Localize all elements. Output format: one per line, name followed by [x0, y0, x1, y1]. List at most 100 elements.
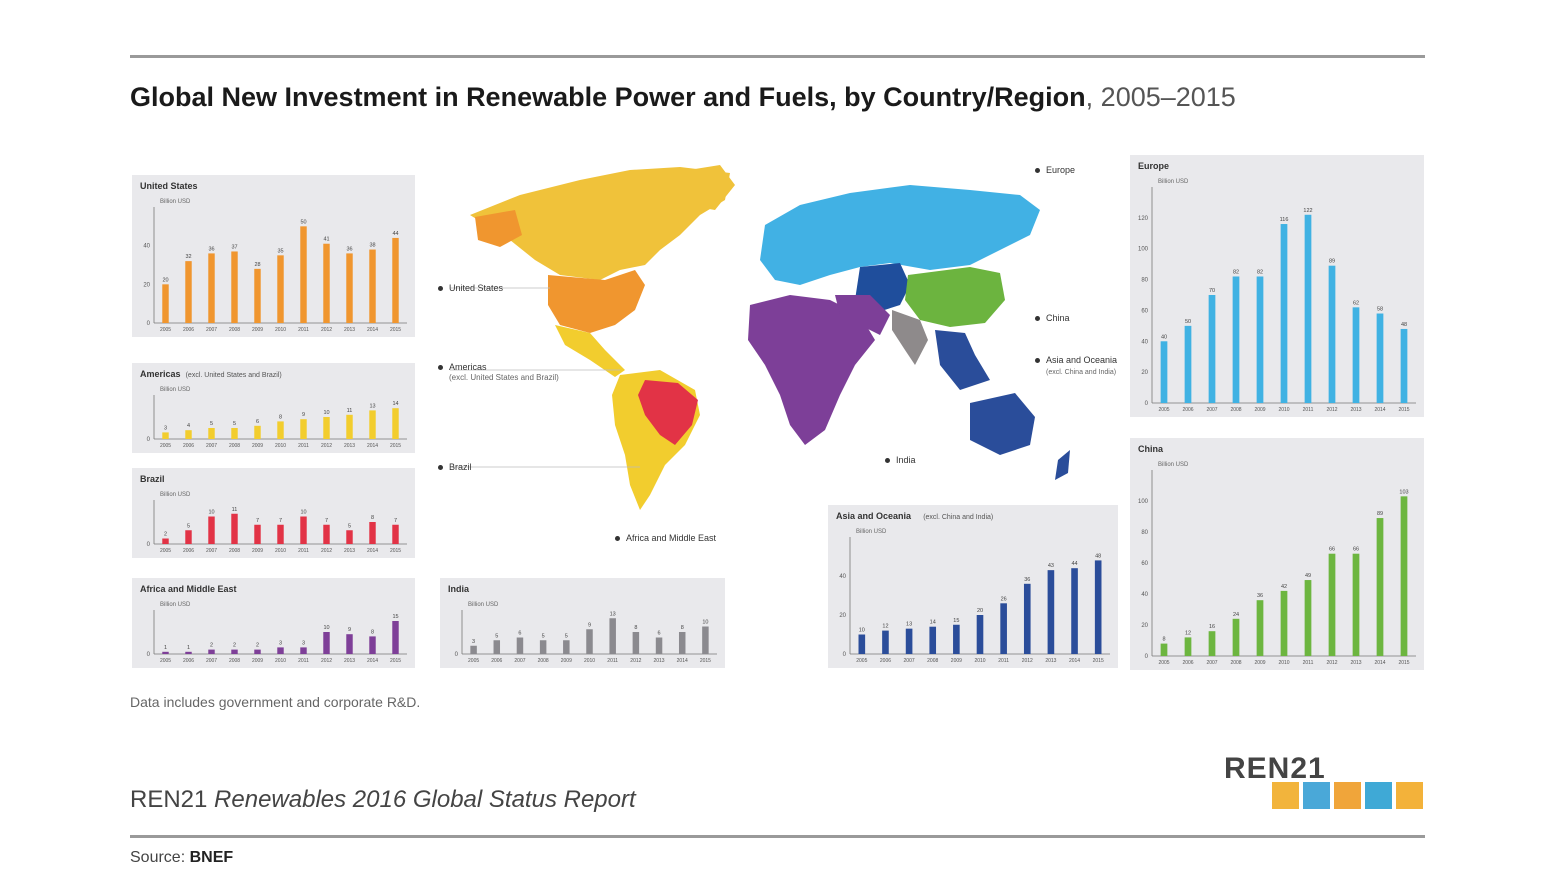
bar-2009 [1256, 276, 1264, 403]
x-tick-label: 2007 [206, 548, 217, 554]
x-tick-label: 2006 [491, 658, 502, 664]
data-label: 11 [232, 507, 238, 513]
bar-2008 [231, 513, 238, 544]
x-tick-label: 2009 [561, 658, 572, 664]
bar-2008 [231, 251, 238, 323]
data-label: 48 [1401, 322, 1407, 328]
data-label: 36 [346, 246, 352, 252]
data-label: 5 [542, 633, 545, 639]
map-label-europe-text: Europe [1046, 165, 1076, 175]
data-label: 32 [185, 254, 191, 260]
bar-2012 [1328, 553, 1336, 656]
x-tick-label: 2010 [1278, 407, 1289, 413]
data-label: 12 [882, 624, 888, 630]
bar-2007 [208, 649, 215, 654]
bar-2014 [678, 632, 686, 654]
bar-2007 [1208, 295, 1216, 403]
bar-2010 [277, 647, 284, 654]
data-label: 5 [210, 421, 213, 427]
bar-2015 [702, 626, 709, 654]
data-label: 10 [300, 510, 306, 516]
data-label: 58 [1377, 307, 1383, 313]
x-tick-label: 2009 [252, 327, 263, 333]
ren21-logo: REN21 [1224, 752, 1424, 814]
x-tick-label: 2011 [298, 658, 309, 664]
bar-2005 [162, 651, 169, 654]
map-china [905, 267, 1005, 327]
data-label: 50 [1185, 319, 1191, 325]
x-tick-label: 2007 [206, 327, 217, 333]
map-new-zealand [1055, 450, 1070, 480]
x-tick-label: 2015 [700, 658, 711, 664]
data-label: 36 [1024, 577, 1030, 583]
data-label: 3 [302, 640, 305, 646]
map-australia [970, 393, 1035, 455]
page-title: Global New Investment in Renewable Power… [130, 82, 1236, 113]
map-brazil [638, 380, 698, 445]
data-label: 5 [348, 523, 351, 529]
x-tick-label: 2010 [275, 443, 286, 449]
data-label: 10 [323, 625, 329, 631]
bar-2012 [323, 632, 330, 654]
bar-2007 [208, 516, 215, 544]
x-tick-label: 2011 [298, 443, 309, 449]
y-tick-label: 0 [1145, 401, 1149, 407]
x-tick-label: 2012 [321, 548, 332, 554]
data-label: 24 [1233, 612, 1239, 618]
y-tick-label: 0 [455, 652, 459, 658]
chart-panel-americas: Americas (excl. United States and Brazil)… [132, 363, 415, 453]
x-tick-label: 2005 [160, 658, 171, 664]
y-tick-label: 120 [1138, 216, 1149, 222]
x-tick-label: 2014 [677, 658, 688, 664]
x-tick-label: 2015 [390, 443, 401, 449]
map-russia [760, 185, 1040, 285]
y-tick-label: 80 [1141, 278, 1148, 284]
data-label: 36 [208, 246, 214, 252]
x-tick-label: 2009 [252, 658, 263, 664]
y-tick-label: 100 [1138, 499, 1149, 505]
x-tick-label: 2012 [1022, 658, 1033, 664]
bar-2013 [346, 530, 353, 544]
data-label: 116 [1280, 217, 1289, 223]
data-label: 8 [1162, 637, 1165, 643]
y-tick-label: 20 [143, 282, 150, 288]
data-label: 37 [231, 244, 237, 250]
map-label-americas: Americas (excl. United States and Brazil) [438, 362, 559, 382]
report-citation: REN21 Renewables 2016 Global Status Repo… [130, 786, 636, 814]
bar-2009 [953, 624, 960, 654]
source-line: Source: BNEF [130, 849, 233, 867]
map-label-india: India [885, 455, 916, 465]
x-tick-label: 2005 [1158, 660, 1169, 666]
title-years: , 2005–2015 [1085, 82, 1236, 112]
data-label: 70 [1209, 288, 1215, 294]
data-label: 11 [347, 408, 353, 414]
bar-2010 [277, 421, 284, 439]
chart-panel-united-states: United States Billion USD 0 20 40 20 2005 32 200… [132, 175, 415, 337]
x-tick-label: 2011 [998, 658, 1009, 664]
bar-2009 [1256, 600, 1264, 656]
bar-2009 [563, 640, 570, 654]
x-tick-label: 2008 [1230, 407, 1241, 413]
data-label: 38 [369, 243, 375, 249]
data-label: 7 [256, 518, 259, 524]
logo-square [1396, 782, 1423, 809]
bar-2013 [346, 634, 353, 654]
chart-unit: Billion USD [160, 387, 191, 393]
y-tick-label: 40 [143, 244, 150, 250]
x-tick-label: 2008 [1230, 660, 1241, 666]
bar-2015 [392, 524, 399, 544]
x-tick-label: 2010 [974, 658, 985, 664]
y-tick-label: 40 [839, 574, 846, 580]
data-label: 13 [369, 403, 375, 409]
x-tick-label: 2005 [160, 548, 171, 554]
map-label-brazil-text: Brazil [449, 462, 472, 472]
logo-text: REN21 [1224, 752, 1326, 785]
x-tick-label: 2005 [856, 658, 867, 664]
data-label: 5 [233, 421, 236, 427]
x-tick-label: 2011 [298, 327, 309, 333]
bar-2010 [277, 524, 284, 544]
bar-2009 [254, 425, 261, 439]
data-label: 2 [210, 643, 213, 649]
chart-svg: Americas (excl. United States and Brazil)… [140, 369, 407, 449]
data-label: 5 [187, 523, 190, 529]
